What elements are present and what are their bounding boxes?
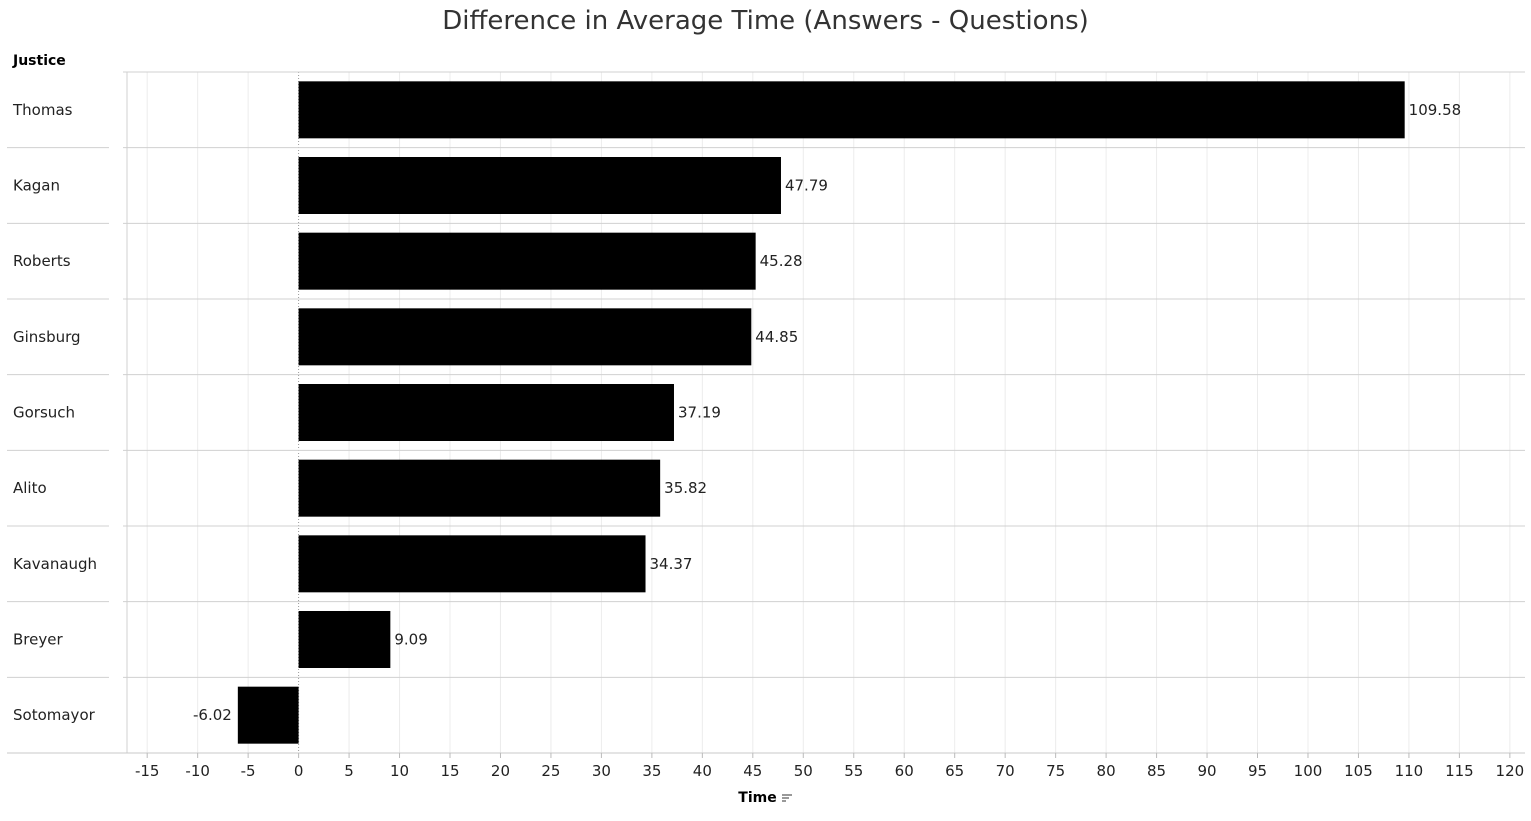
bar[interactable]	[298, 384, 674, 441]
bar[interactable]	[298, 308, 752, 366]
x-tick-label: 50	[794, 762, 813, 780]
data-label: 109.58	[1409, 101, 1462, 119]
x-tick-label: 100	[1294, 762, 1323, 780]
category-label: Kavanaugh	[13, 555, 97, 573]
data-label: 35.82	[664, 479, 707, 497]
category-label: Kagan	[13, 177, 60, 195]
x-tick-label: 30	[592, 762, 611, 780]
category-label: Thomas	[12, 101, 73, 119]
x-tick-label: 110	[1395, 762, 1424, 780]
x-tick-label: -5	[241, 762, 256, 780]
x-tick-label: 5	[344, 762, 354, 780]
x-tick-label: 85	[1147, 762, 1166, 780]
x-axis-title: Time	[0, 790, 1531, 806]
bar[interactable]	[298, 459, 661, 517]
x-tick-label: 105	[1344, 762, 1373, 780]
bar[interactable]	[298, 157, 781, 214]
x-tick-label: 75	[1046, 762, 1065, 780]
bars	[237, 81, 1405, 744]
bar[interactable]	[298, 81, 1405, 139]
data-labels: 109.58 47.79 45.28 44.85 37.19 35.82 34.37 9.09…	[193, 101, 1461, 724]
data-label: 37.19	[678, 404, 721, 422]
category-label: Gorsuch	[13, 404, 75, 422]
category-labels: Thomas Kagan Roberts Ginsburg Gorsuch Alito Ka…	[12, 101, 97, 724]
bar[interactable]	[298, 232, 756, 290]
x-tick-label: -15	[135, 762, 160, 780]
x-tick-label: 120	[1496, 762, 1525, 780]
x-tick-label: 65	[945, 762, 964, 780]
category-label: Alito	[13, 479, 47, 497]
x-tick-label: 10	[390, 762, 409, 780]
x-tick-label: 35	[642, 762, 661, 780]
bar[interactable]	[237, 686, 299, 744]
chart-title: Difference in Average Time (Answers - Qu…	[442, 6, 1089, 36]
sort-icon[interactable]	[781, 793, 793, 803]
data-label: -6.02	[193, 706, 232, 724]
category-label: Roberts	[13, 252, 71, 270]
category-label: Sotomayor	[13, 706, 96, 724]
x-tick-label: 40	[693, 762, 712, 780]
x-axis-ticks: -15 -10 -5 0 5 10 15 20 25 30 35 40 45 50 55 60 65 70 75 80…	[135, 753, 1524, 780]
x-tick-label: 60	[895, 762, 914, 780]
data-label: 44.85	[755, 328, 798, 346]
x-tick-label: 90	[1197, 762, 1216, 780]
bar[interactable]	[298, 535, 646, 593]
x-tick-label: 20	[491, 762, 510, 780]
data-label: 34.37	[650, 555, 693, 573]
category-label: Ginsburg	[13, 328, 81, 346]
x-tick-label: 55	[844, 762, 863, 780]
row-separators	[7, 71, 1525, 754]
x-tick-label: 0	[294, 762, 304, 780]
x-tick-label: 70	[996, 762, 1015, 780]
data-label: 47.79	[785, 177, 828, 195]
data-label: 9.09	[394, 631, 427, 649]
x-tick-label: 45	[743, 762, 762, 780]
x-tick-label: 15	[440, 762, 459, 780]
x-tick-label: 80	[1097, 762, 1116, 780]
x-tick-label: 115	[1445, 762, 1474, 780]
x-tick-label: 95	[1248, 762, 1267, 780]
row-header-justice: Justice	[13, 53, 66, 69]
data-label: 45.28	[760, 252, 803, 270]
x-tick-label: 25	[541, 762, 560, 780]
bar[interactable]	[298, 611, 391, 668]
x-tick-label: -10	[185, 762, 210, 780]
x-axis-label: Time	[738, 790, 777, 806]
category-label: Breyer	[13, 631, 63, 649]
